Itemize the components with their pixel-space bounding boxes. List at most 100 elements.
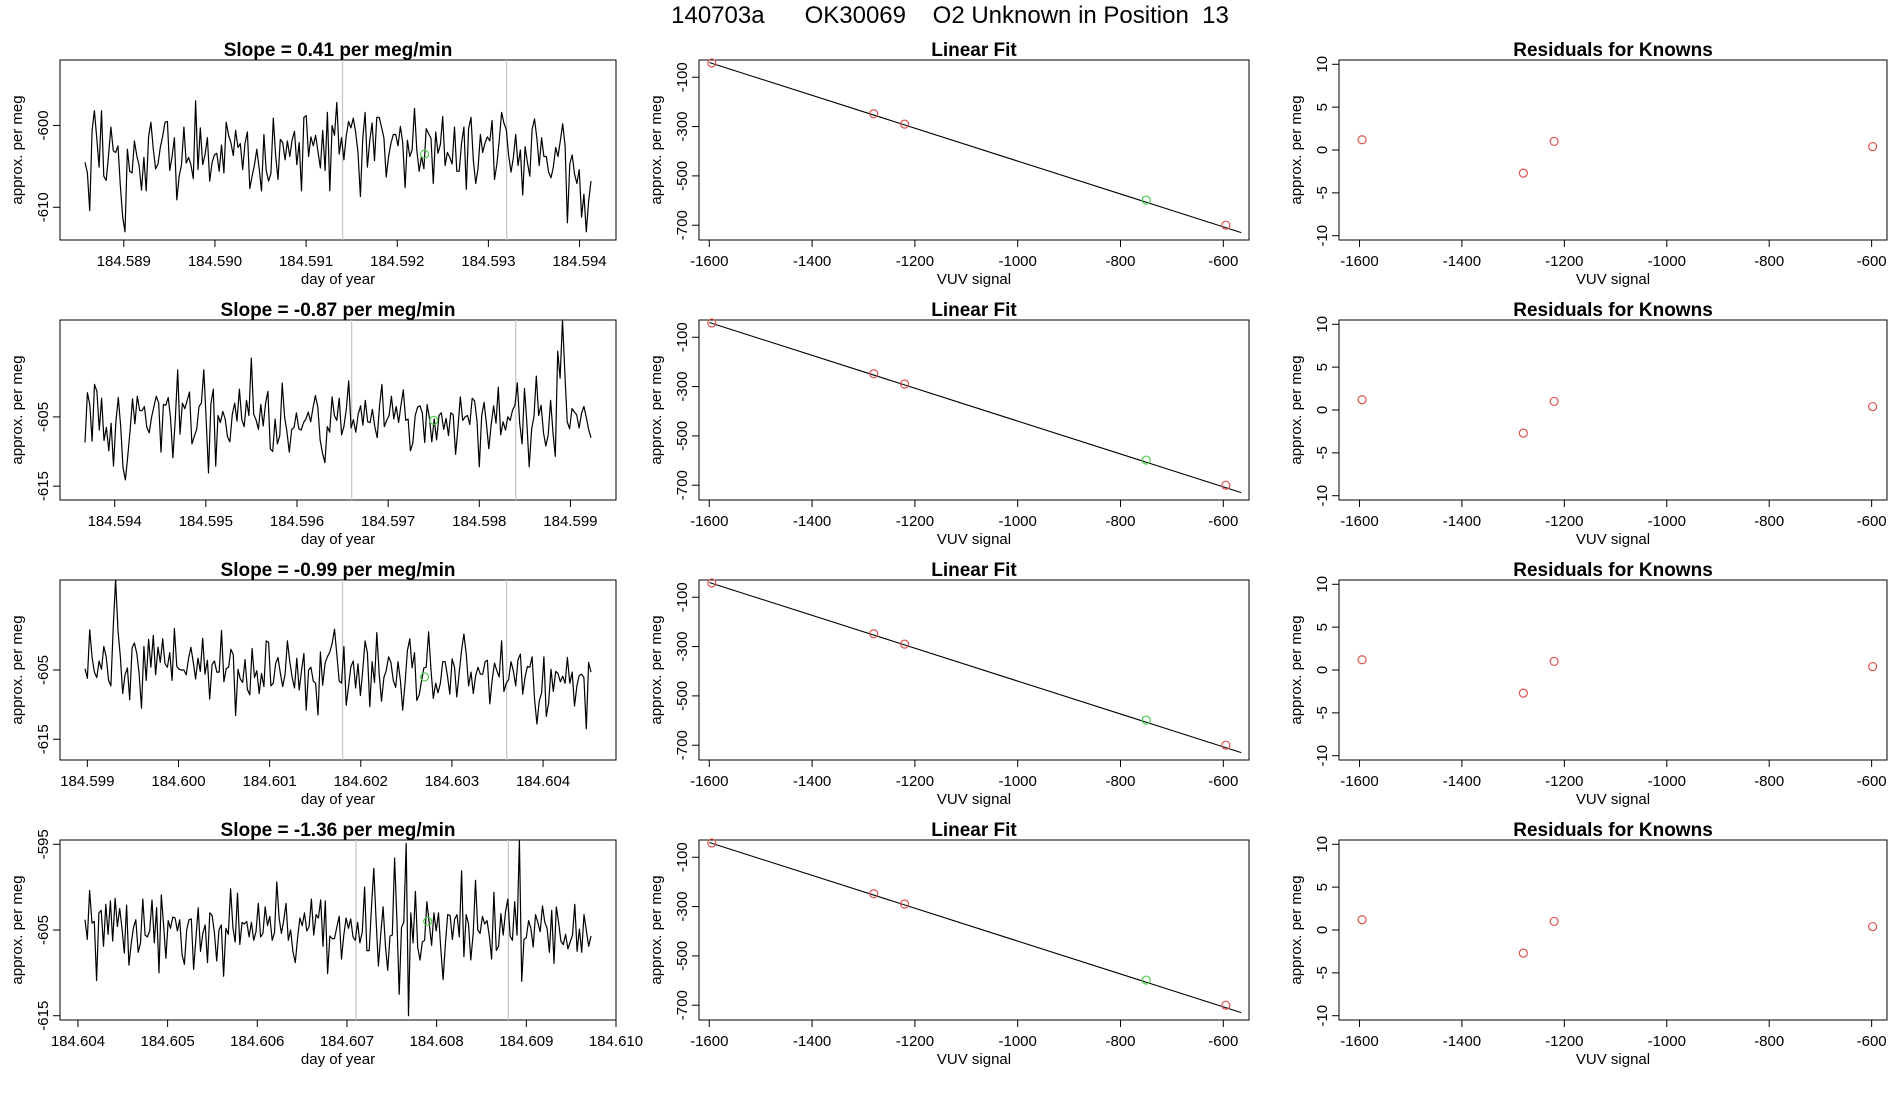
time-series-row-2-x-tick-label: 184.599 <box>543 513 597 530</box>
residuals-row-1-residual-point <box>1549 136 1559 147</box>
residuals-row-3-x-tick-label: -1200 <box>1545 773 1583 790</box>
page-title: 140703a OK30069 O2 Unknown in Position 1… <box>671 2 1229 29</box>
linear-fit-row-2-x-tick-label: -1000 <box>999 513 1037 530</box>
residuals-row-3-x-tick-label: -1000 <box>1648 773 1686 790</box>
time-series-row-4-y-tick-label: -605 <box>35 915 52 945</box>
time-series-row-1-x-tick-label: 184.594 <box>552 253 606 270</box>
linear-fit-row-3-plot-frame <box>698 579 1250 761</box>
linear-fit-row-1-title: Linear Fit <box>931 40 1017 61</box>
linear-fit-row-4-known-point <box>707 838 717 848</box>
linear-fit-row-2-y-tick-label: -100 <box>674 322 691 352</box>
linear-fit-row-1-y-tick-label: -500 <box>674 161 691 191</box>
residuals-row-4-residual-point <box>1357 915 1367 925</box>
linear-fit-row-4-title: Linear Fit <box>931 820 1017 841</box>
linear-fit-row-4-x-tick-label: -600 <box>1208 1033 1238 1050</box>
linear-fit-row-3-y-axis-label: approx. per meg <box>648 615 665 724</box>
residuals-row-1-plot-frame <box>1338 59 1888 241</box>
linear-fit-row-3-x-tick-label: -800 <box>1105 773 1135 790</box>
residuals-row-2-x-tick-label: -600 <box>1857 513 1887 530</box>
linear-fit-row-2-x-tick-label: -600 <box>1208 513 1238 530</box>
linear-fit-row-1-x-tick-label: -1000 <box>999 253 1037 270</box>
time-series-row-4-y-tick-label: -595 <box>35 829 52 859</box>
residuals-row-2-residual-point <box>1549 396 1559 407</box>
residuals-row-2-y-tick-label: 5 <box>1314 363 1331 371</box>
residuals-row-1-residual-point <box>1357 135 1367 145</box>
linear-fit-row-3-x-tick-label: -1400 <box>793 773 831 790</box>
time-series-row-1-trace-line <box>84 100 592 233</box>
time-series-row-4-y-axis-label: approx. per meg <box>9 875 26 984</box>
residuals-row-2-x-axis-label: VUV signal <box>1576 531 1650 548</box>
residuals-row-4-y-tick-label: -5 <box>1314 966 1331 979</box>
time-series-row-3-unknown-point <box>419 672 430 682</box>
linear-fit-row-2-known-point <box>869 369 879 379</box>
residuals-row-4-x-tick-label: -1600 <box>1340 1033 1378 1050</box>
linear-fit-row-4-y-tick-label: -700 <box>674 990 691 1020</box>
time-series-row-2-y-axis-label: approx. per meg <box>9 355 26 464</box>
time-series-row-2-x-tick-label: 184.594 <box>88 513 142 530</box>
residuals-row-4-y-tick-label: -10 <box>1314 1005 1331 1027</box>
residuals-row-2-residual-point <box>1357 395 1367 405</box>
time-series-row-1-x-tick-label: 184.591 <box>279 253 333 270</box>
residuals-row-4-x-tick-label: -1200 <box>1545 1033 1583 1050</box>
residuals-row-2-x-tick-label: -1200 <box>1545 513 1583 530</box>
residuals-row-4-x-tick-label: -600 <box>1857 1033 1887 1050</box>
time-series-row-4-x-tick-label: 184.610 <box>589 1033 643 1050</box>
linear-fit-row-2-x-tick-label: -1600 <box>690 513 728 530</box>
linear-fit-row-2-known-point <box>1221 480 1231 490</box>
residuals-row-2-x-tick-label: -1000 <box>1648 513 1686 530</box>
linear-fit-row-3-x-tick-label: -1000 <box>999 773 1037 790</box>
residuals-row-2-y-tick-label: -10 <box>1314 485 1331 507</box>
linear-fit-row-4-plot-frame <box>698 839 1250 1021</box>
linear-fit-row-4-x-tick-label: -800 <box>1105 1033 1135 1050</box>
residuals-row-3-y-tick-label: 10 <box>1314 576 1331 593</box>
time-series-row-2-x-tick-label: 184.595 <box>179 513 233 530</box>
linear-fit-row-3-fit-line <box>709 581 1242 754</box>
time-series-row-4-x-tick-label: 184.609 <box>499 1033 553 1050</box>
time-series-row-2-y-tick-label: -605 <box>35 402 52 432</box>
residuals-row-3-plot-frame <box>1338 579 1888 761</box>
time-series-row-2-plot-frame <box>59 319 617 501</box>
linear-fit-row-3-y-tick-label: -700 <box>674 730 691 760</box>
residuals-row-1-x-tick-label: -600 <box>1857 253 1887 270</box>
time-series-row-4-x-tick-label: 184.605 <box>140 1033 194 1050</box>
residuals-row-3-x-tick-label: -1600 <box>1340 773 1378 790</box>
linear-fit-row-2-x-axis-label: VUV signal <box>937 531 1011 548</box>
linear-fit-row-2-x-tick-label: -800 <box>1105 513 1135 530</box>
linear-fit-row-2-known-point <box>900 379 910 389</box>
linear-fit-row-1-known-point <box>1221 220 1231 230</box>
time-series-row-4-x-tick-label: 184.608 <box>410 1033 464 1050</box>
linear-fit-row-3-known-point <box>900 639 910 649</box>
time-series-row-4-trace-line <box>84 839 592 1017</box>
linear-fit-row-4-x-tick-label: -1400 <box>793 1033 831 1050</box>
linear-fit-row-3-y-tick-label: -300 <box>674 632 691 662</box>
time-series-row-2-unknown-point <box>429 415 439 425</box>
linear-fit-row-4-y-tick-label: -300 <box>674 892 691 922</box>
residuals-row-3-residual-point <box>1549 656 1559 667</box>
linear-fit-row-2-y-axis-label: approx. per meg <box>648 355 665 464</box>
linear-fit-row-4-x-axis-label: VUV signal <box>937 1051 1011 1068</box>
residuals-row-1-y-tick-label: 0 <box>1314 146 1331 154</box>
time-series-row-1-x-axis-label: day of year <box>301 271 375 288</box>
residuals-row-4-title: Residuals for Knowns <box>1513 820 1713 841</box>
residuals-row-3-y-tick-label: 0 <box>1314 666 1331 674</box>
time-series-row-2-x-axis-label: day of year <box>301 531 375 548</box>
residuals-row-4-x-tick-label: -1000 <box>1648 1033 1686 1050</box>
linear-fit-row-1-known-point <box>900 119 910 129</box>
time-series-row-2-title: Slope = -0.87 per meg/min <box>221 300 456 321</box>
time-series-row-3-x-tick-label: 184.603 <box>425 773 479 790</box>
linear-fit-row-1-fit-line <box>709 61 1242 234</box>
residuals-row-2-plot-frame <box>1338 319 1888 501</box>
linear-fit-row-1-unknown-point <box>1141 195 1151 205</box>
residuals-row-3-residual-point <box>1357 655 1367 665</box>
linear-fit-row-2-y-tick-label: -500 <box>674 421 691 451</box>
residuals-row-2-x-tick-label: -800 <box>1754 513 1784 530</box>
time-series-row-4-plot-frame <box>59 839 617 1021</box>
residuals-row-2-y-tick-label: 10 <box>1314 316 1331 333</box>
residuals-row-2-y-tick-label: -5 <box>1314 446 1331 459</box>
linear-fit-row-3-y-tick-label: -100 <box>674 582 691 612</box>
residuals-row-2-y-axis-label: approx. per meg <box>1288 355 1305 464</box>
linear-fit-row-4-unknown-point <box>1141 975 1151 985</box>
linear-fit-row-1-y-axis-label: approx. per meg <box>648 95 665 204</box>
linear-fit-row-3-known-point <box>1221 740 1231 750</box>
